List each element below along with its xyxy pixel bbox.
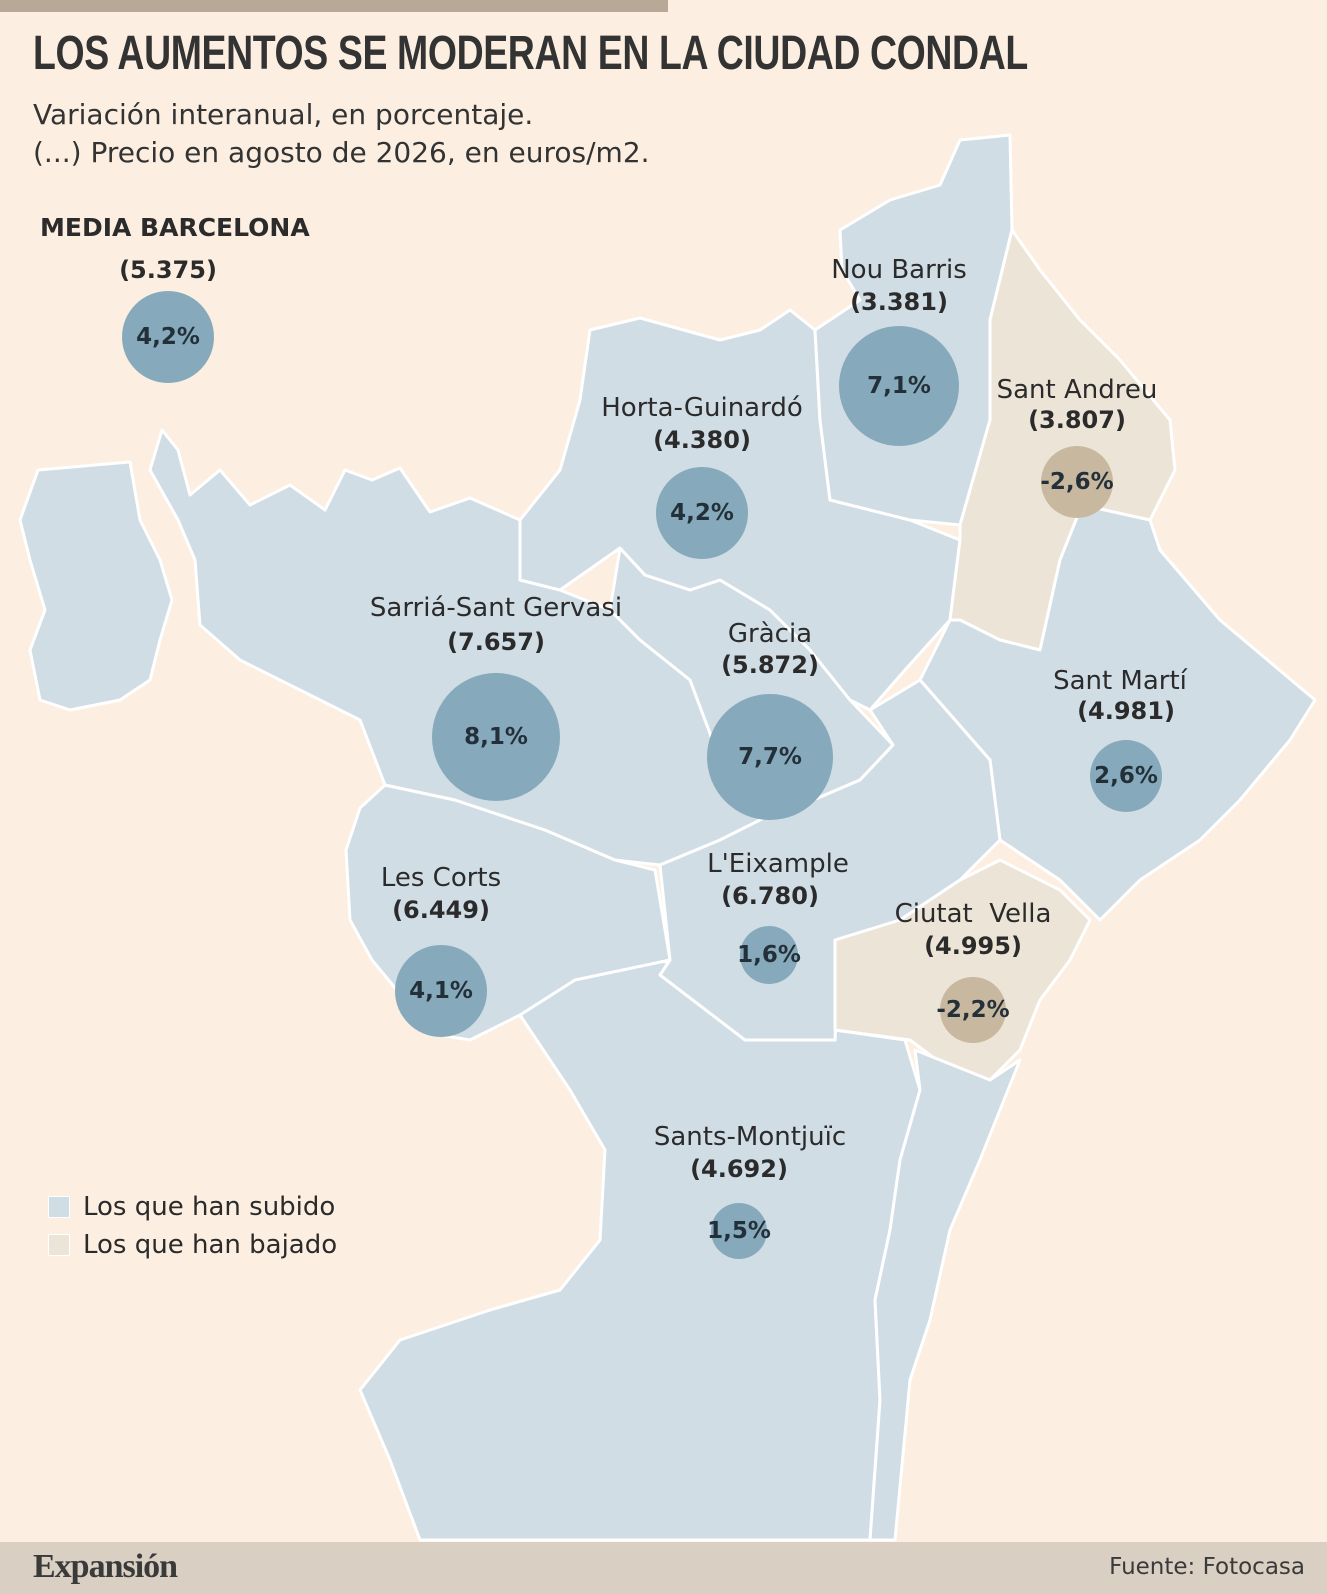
- legend-label-fell: Los que han bajado: [83, 1230, 338, 1260]
- district-shape-sants-montjuic: [358, 958, 922, 1542]
- district-price: (7.657): [447, 628, 545, 656]
- average-marker: (5.375) 4,2%: [119, 256, 217, 383]
- district-marker-horta-guinardo: Horta-Guinardó (4.380) 4,2%: [601, 393, 803, 559]
- district-price: (4.380): [653, 426, 751, 454]
- district-change: -2,2%: [936, 997, 1009, 1023]
- district-marker-sants-montjuic: Sants-Montjuïc (4.692) 1,5%: [654, 1122, 846, 1259]
- district-bubble: [1041, 446, 1113, 518]
- district-marker-sant-andreu: Sant Andreu (3.807) -2,6%: [997, 375, 1158, 518]
- district-change: 4,2%: [670, 500, 734, 526]
- district-bubble: [395, 945, 487, 1037]
- district-price: (4.692): [690, 1155, 788, 1183]
- district-label: Nou Barris: [831, 255, 967, 285]
- port-pier-area: [868, 1048, 1022, 1542]
- district-change: 8,1%: [464, 724, 528, 750]
- legend-label-rose: Los que han subido: [83, 1192, 336, 1222]
- district-marker-gracia: Gràcia (5.872) 7,7%: [707, 619, 833, 820]
- district-bubble: [740, 926, 798, 984]
- district-change: 1,5%: [707, 1218, 771, 1244]
- district-bubble: [432, 673, 560, 801]
- district-bubble: [707, 694, 833, 820]
- district-change: -2,6%: [1040, 469, 1113, 495]
- district-bubble: [1090, 740, 1162, 812]
- legend-item-rose: Los que han subido: [48, 1192, 335, 1222]
- district-shape-west-ridge: [18, 460, 174, 712]
- brand-logo: Expansión: [33, 1548, 178, 1585]
- district-marker-sant-marti: Sant Martí (4.981) 2,6%: [1053, 666, 1188, 812]
- average-bubble: [122, 291, 214, 383]
- district-marker-nou-barris: Nou Barris (3.381) 7,1%: [831, 255, 967, 446]
- district-change: 2,6%: [1094, 763, 1158, 789]
- district-marker-sarria-sant-gervasi: Sarriá-Sant Gervasi (7.657) 8,1%: [370, 593, 622, 801]
- district-change: 4,1%: [409, 978, 473, 1004]
- district-shape-ciutat-vella: [833, 858, 1092, 1082]
- district-label: Horta-Guinardó: [601, 393, 803, 423]
- district-price: (3.807): [1028, 406, 1126, 434]
- district-bubble: [711, 1203, 767, 1259]
- district-price: (4.995): [924, 932, 1022, 960]
- map-title: LOS AUMENTOS SE MODERAN EN LA CIUDAD CON…: [33, 27, 1028, 80]
- district-change: 1,6%: [737, 942, 801, 968]
- legend-swatch-fell: [48, 1234, 70, 1256]
- district-bubble: [940, 977, 1006, 1043]
- district-label: Les Corts: [381, 863, 501, 893]
- district-price: (3.381): [850, 288, 948, 316]
- average-price: (5.375): [119, 256, 217, 284]
- district-price: (5.872): [721, 651, 819, 679]
- district-change: 7,7%: [738, 744, 802, 770]
- district-price: (6.780): [721, 882, 819, 910]
- district-price: (6.449): [392, 896, 490, 924]
- subtitle-line-2: (...) Precio en agosto de 2026, en euros…: [33, 136, 650, 169]
- district-label: L'Eixample: [707, 849, 849, 879]
- district-marker-ciutat-vella: Ciutat Vella (4.995) -2,2%: [895, 899, 1052, 1043]
- district-change: 7,1%: [867, 373, 931, 399]
- subtitle-line-1: Variación interanual, en porcentaje.: [33, 98, 534, 131]
- district-bubble: [656, 467, 748, 559]
- district-label: Gràcia: [728, 619, 812, 649]
- source-note: Fuente: Fotocasa: [1109, 1554, 1305, 1580]
- district-label: Ciutat Vella: [895, 899, 1052, 929]
- district-label: Sarriá-Sant Gervasi: [370, 593, 622, 623]
- average-change: 4,2%: [136, 324, 200, 350]
- district-marker-les-corts: Les Corts (6.449) 4,1%: [381, 863, 501, 1037]
- district-label: Sant Andreu: [997, 375, 1158, 405]
- top-accent-bar: [0, 0, 668, 12]
- district-shape-sant-marti: [918, 503, 1317, 922]
- district-marker-eixample: L'Eixample (6.780) 1,6%: [707, 849, 849, 984]
- district-label: Sants-Montjuïc: [654, 1122, 846, 1152]
- district-bubble: [839, 326, 959, 446]
- legend-item-fell: Los que han bajado: [48, 1230, 337, 1260]
- legend-swatch-rose: [48, 1196, 70, 1218]
- district-price: (4.981): [1077, 697, 1175, 725]
- footer-bar: Expansión Fuente: Fotocasa: [0, 1542, 1327, 1594]
- district-label: Sant Martí: [1053, 666, 1188, 696]
- average-heading: MEDIA BARCELONA: [40, 213, 310, 242]
